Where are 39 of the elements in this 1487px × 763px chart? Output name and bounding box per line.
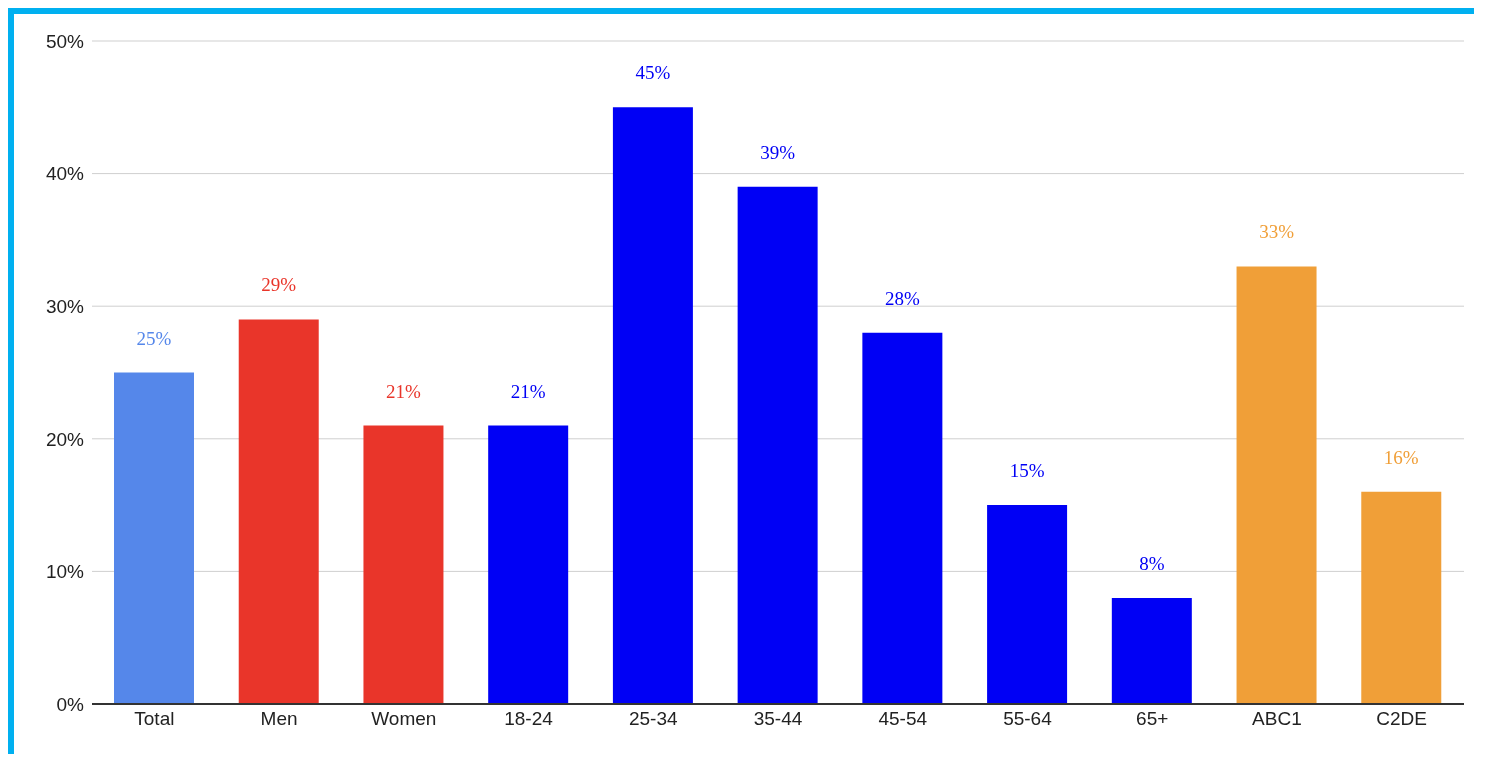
data-label: 39% (760, 141, 796, 163)
data-label: 21% (510, 380, 546, 402)
data-label: 16% (1383, 446, 1419, 468)
bar (488, 425, 569, 704)
data-label: 25% (136, 327, 172, 349)
x-tick-label: 45-54 (878, 708, 928, 730)
y-tick-label: 10% (45, 561, 85, 583)
data-label: 8% (1139, 552, 1165, 574)
x-tick-label: Total (134, 708, 175, 730)
y-tick-label: 20% (45, 428, 85, 450)
x-tick-label: 25-34 (628, 708, 678, 730)
bar (363, 425, 444, 704)
bar (114, 372, 194, 704)
y-tick-label: 30% (45, 295, 85, 317)
data-label: 29% (261, 274, 297, 296)
x-tick-label: C2DE (1376, 708, 1427, 730)
data-label: 33% (1259, 221, 1295, 243)
bar (238, 319, 319, 704)
x-tick-label: 35-44 (753, 708, 803, 730)
bar (612, 107, 693, 704)
x-tick-label: ABC1 (1252, 708, 1302, 730)
x-tick-label: Men (260, 708, 298, 730)
bar (1111, 597, 1192, 704)
x-tick-label: 65+ (1136, 708, 1169, 730)
bar (737, 186, 818, 704)
bar (1361, 491, 1442, 704)
bar (1236, 266, 1317, 704)
x-tick-label: 18-24 (504, 708, 554, 730)
bar (987, 505, 1068, 704)
data-label: 28% (884, 287, 920, 309)
data-label: 15% (1009, 460, 1045, 482)
y-tick-label: 40% (45, 163, 85, 185)
y-tick-label: 50% (45, 30, 85, 52)
bar (862, 332, 943, 704)
x-tick-label: 55-64 (1003, 708, 1053, 730)
x-tick-label: Women (371, 708, 437, 730)
data-label: 21% (386, 380, 422, 402)
data-label: 45% (635, 62, 671, 84)
y-tick-label: 0% (56, 693, 85, 715)
